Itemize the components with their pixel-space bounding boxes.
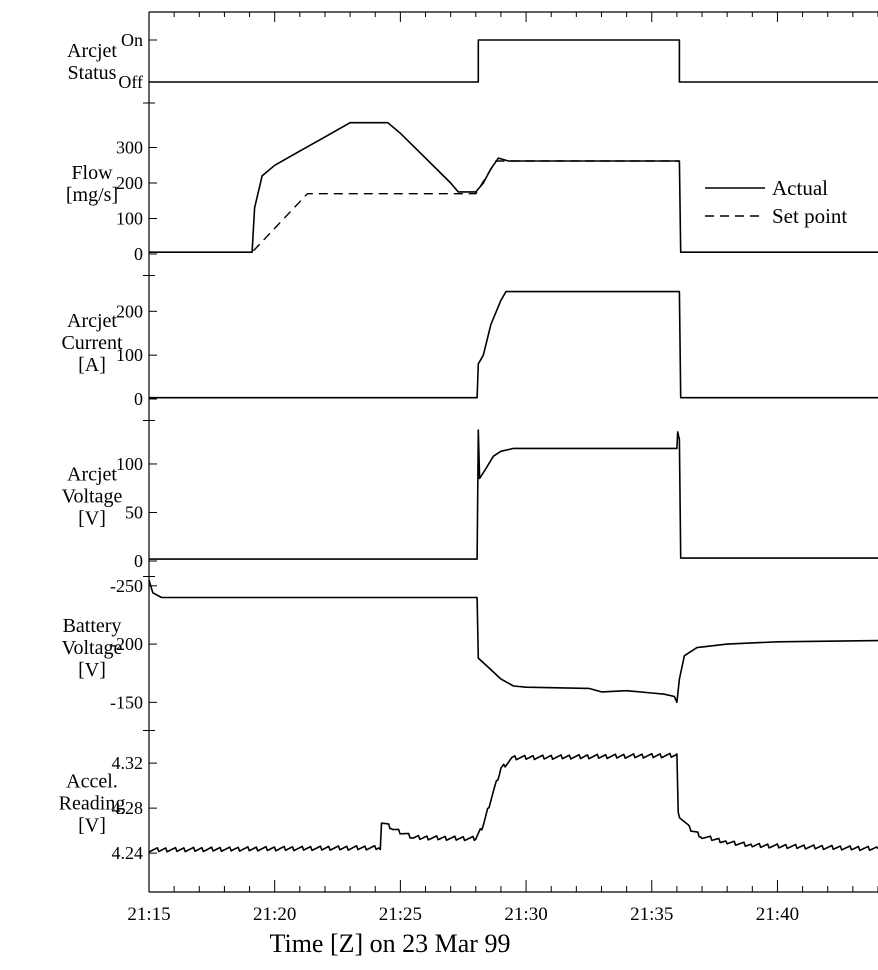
legend-label: Actual — [772, 176, 828, 200]
x-tick-label: 21:40 — [756, 904, 799, 925]
series-line-current — [149, 290, 878, 399]
x-tick-label: 21:25 — [379, 904, 422, 925]
y-axis-label: Status — [68, 62, 117, 84]
series-line-status — [149, 39, 878, 83]
series-line-voltage — [149, 429, 878, 560]
y-tick-label: On — [121, 30, 143, 50]
y-axis-label: Current — [61, 332, 123, 354]
y-tick-label: 100 — [116, 209, 143, 229]
y-axis-label: Reading — [59, 793, 126, 815]
legend: Actual Set point — [705, 176, 847, 228]
y-tick-label: 0 — [134, 244, 143, 264]
y-tick-label: -250 — [110, 576, 143, 596]
y-axis-label: [mg/s] — [66, 184, 118, 206]
y-tick-label: 0 — [134, 389, 143, 409]
series-line-flow-set-point — [149, 160, 680, 253]
y-axis-label: Accel. — [66, 771, 118, 793]
y-axis-label: Voltage — [62, 637, 123, 659]
x-axis-label: Time [Z] on 23 Mar 99 — [270, 929, 511, 958]
series-line-battery — [148, 579, 878, 704]
y-tick-label: 100 — [116, 454, 143, 474]
y-axis-label: [V] — [78, 508, 106, 530]
series-line-accel — [148, 752, 878, 853]
y-tick-label: 50 — [125, 502, 143, 522]
y-axis-label: Flow — [71, 162, 113, 184]
y-tick-label: -150 — [110, 692, 143, 712]
y-tick-label: 200 — [116, 301, 143, 321]
y-axis-label: Arcjet — [67, 464, 117, 486]
y-axis-label: Arcjet — [67, 310, 117, 332]
y-tick-label: 100 — [116, 345, 143, 365]
y-axis-label: [V] — [78, 815, 106, 837]
y-tick-label: 4.32 — [112, 753, 144, 773]
y-axis-label: Arcjet — [67, 40, 117, 62]
x-axis: 21:15 21:20 21:25 21:30 21:35 21:40 — [127, 12, 878, 925]
y-tick-label: -200 — [110, 634, 143, 654]
y-axis-label: [A] — [78, 354, 106, 376]
x-tick-label: 21:15 — [127, 904, 170, 925]
x-tick-label: 21:20 — [253, 904, 296, 925]
y-tick-label: 300 — [116, 138, 143, 158]
y-tick-label: 4.24 — [112, 843, 144, 863]
y-axis-label: [V] — [78, 659, 106, 681]
legend-label: Set point — [772, 204, 847, 228]
y-axis-label: Voltage — [62, 486, 123, 508]
y-tick-label: 200 — [116, 173, 143, 193]
y-axis-label: Battery — [63, 615, 122, 637]
x-tick-label: 21:30 — [504, 904, 547, 925]
y-tick-label: 4.28 — [112, 798, 144, 818]
series-line-flow-actual — [149, 121, 878, 253]
x-tick-label: 21:35 — [630, 904, 673, 925]
y-tick-label: 0 — [134, 551, 143, 571]
y-tick-label: Off — [118, 72, 143, 92]
